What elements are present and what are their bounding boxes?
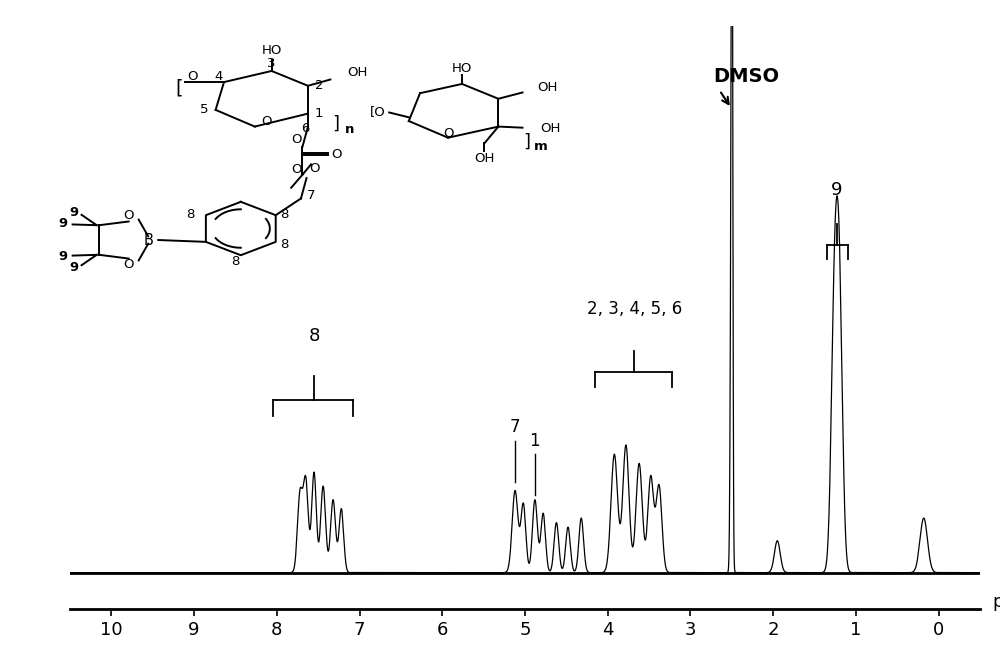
Text: 5: 5 (200, 103, 209, 117)
Text: O: O (292, 133, 302, 146)
Text: [O: [O (370, 105, 386, 118)
Text: OH: OH (540, 122, 561, 135)
Text: 1: 1 (315, 107, 323, 120)
Text: ]: ] (523, 132, 530, 150)
Text: 9: 9 (70, 261, 79, 274)
Text: ppm: ppm (992, 593, 1000, 611)
Text: O: O (123, 209, 134, 222)
Text: 9: 9 (59, 217, 68, 230)
Text: O: O (123, 258, 134, 271)
Text: 8: 8 (231, 256, 239, 268)
Text: 4: 4 (214, 70, 223, 83)
Text: O: O (261, 115, 271, 128)
Text: m: m (534, 140, 547, 154)
Text: 2: 2 (315, 79, 323, 92)
Text: 9: 9 (831, 181, 843, 199)
Text: 8: 8 (308, 327, 320, 345)
Text: 8: 8 (280, 208, 288, 221)
Text: 7: 7 (307, 189, 315, 202)
Text: B: B (143, 232, 153, 248)
Text: [: [ (175, 78, 183, 97)
Text: DMSO: DMSO (714, 67, 780, 85)
Text: 7: 7 (510, 418, 520, 436)
Text: 9: 9 (59, 250, 68, 263)
Text: O: O (443, 128, 453, 140)
Text: O: O (310, 162, 320, 175)
Text: OH: OH (538, 81, 558, 94)
Text: HO: HO (261, 44, 282, 57)
Text: HO: HO (452, 62, 472, 75)
Text: ]: ] (333, 115, 340, 133)
Text: 8: 8 (186, 208, 195, 221)
Text: OH: OH (347, 66, 368, 79)
Text: OH: OH (474, 152, 495, 165)
Text: 1: 1 (530, 432, 540, 449)
Text: O: O (292, 163, 302, 175)
Text: O: O (331, 148, 341, 161)
Text: 8: 8 (280, 238, 288, 251)
Text: 6: 6 (301, 122, 309, 135)
Text: O: O (187, 70, 197, 83)
Text: 3: 3 (267, 57, 276, 70)
Text: n: n (345, 122, 355, 136)
Text: 9: 9 (70, 206, 79, 218)
Text: 2, 3, 4, 5, 6: 2, 3, 4, 5, 6 (587, 300, 682, 318)
